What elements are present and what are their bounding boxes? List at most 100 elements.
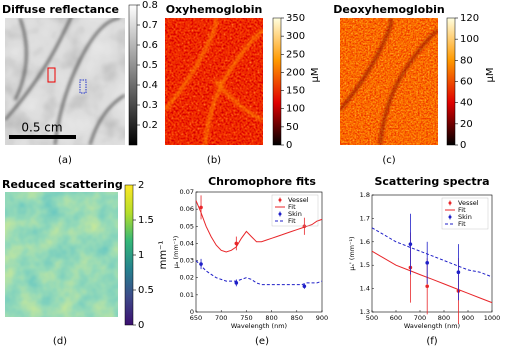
x-tick-label: 900	[316, 314, 328, 322]
legend-label: Skin	[458, 213, 472, 221]
panel-label: (a)	[58, 155, 72, 166]
fit-line	[195, 260, 323, 286]
colorbar-tick-label: 80	[460, 55, 473, 66]
legend-frame	[441, 197, 489, 230]
colorbar-tick-label: 60	[460, 77, 473, 88]
scale-bar-label: 0.5 cm	[21, 121, 62, 135]
y-axis-label: μₐ (mm⁻¹)	[172, 236, 180, 269]
legend-swatch	[278, 212, 282, 216]
data-point	[234, 241, 239, 246]
legend-label: Vessel	[288, 196, 309, 204]
fit-line	[371, 250, 493, 304]
fit-line	[371, 227, 493, 278]
colorbar-label: μM	[310, 68, 321, 83]
colorbar-tick-label: 120	[460, 13, 479, 24]
y-tick-label: 0	[190, 308, 194, 316]
x-tick-label: 500	[366, 314, 378, 322]
colorbar	[124, 184, 134, 326]
x-axis-label: Wavelength (nm)	[231, 322, 287, 330]
y-tick-label: 0.05	[180, 222, 194, 230]
x-tick-label: 1000	[484, 314, 501, 322]
image	[165, 18, 263, 145]
x-tick-label: 650	[190, 314, 202, 322]
data-point	[456, 270, 461, 275]
x-tick-label: 700	[215, 314, 227, 322]
colorbar	[128, 4, 138, 146]
y-tick-label: 1.7	[360, 214, 370, 222]
y-tick-label: 0.03	[180, 257, 194, 265]
y-axis-label: μₛ' (mm⁻¹)	[348, 236, 356, 270]
y-tick-label: 0.04	[180, 239, 194, 247]
y-tick-label: 0.07	[180, 188, 194, 196]
data-point	[302, 284, 307, 289]
x-tick-label: 900	[462, 314, 474, 322]
panel-label: (f)	[426, 336, 437, 347]
legend-label: Vessel	[458, 199, 479, 207]
legend-frame	[271, 194, 319, 227]
legend-label: Skin	[288, 210, 302, 218]
legend-label: Fit	[288, 203, 296, 211]
colorbar-label: μM	[485, 68, 496, 83]
roi-skin	[79, 79, 87, 94]
colorbar	[446, 17, 456, 146]
data-point	[234, 281, 239, 285]
data-point	[199, 205, 203, 210]
y-tick-label: 1.3	[360, 308, 370, 316]
legend-label: Fit	[288, 217, 296, 225]
legend-label: Fit	[458, 220, 466, 228]
data-point	[425, 284, 430, 289]
y-tick-label: 1.8	[360, 191, 370, 199]
colorbar-tick-label: 0	[286, 140, 292, 151]
panel-title: Oxyhemoglobin	[166, 3, 263, 16]
legend-label: Fit	[458, 206, 466, 214]
legend-swatch	[448, 201, 452, 205]
colorbar-tick-label: 0	[138, 320, 144, 331]
roi-vessel	[47, 67, 56, 83]
colorbar-tick-label: 0.3	[142, 100, 158, 111]
panel-title: Scattering spectra	[374, 175, 489, 188]
plot-frame	[371, 194, 493, 313]
x-tick-label: 600	[390, 314, 402, 322]
colorbar	[272, 17, 282, 146]
legend-swatch	[278, 198, 282, 202]
y-tick-label: 0.01	[180, 291, 194, 299]
colorbar-tick-label: 100	[286, 104, 305, 115]
colorbar-tick-label: 0.2	[142, 120, 158, 131]
colorbar-tick-label: 40	[460, 98, 473, 109]
panel-label: (e)	[255, 336, 269, 347]
colorbar-tick-label: 1	[138, 250, 144, 261]
x-tick-label: 850	[291, 314, 303, 322]
colorbar-tick-label: 350	[286, 13, 305, 24]
colorbar-tick-label: 100	[460, 34, 479, 45]
colorbar-tick-label: 2	[138, 180, 144, 191]
colorbar-tick-label: 0.4	[142, 80, 158, 91]
x-tick-label: 700	[414, 314, 426, 322]
y-tick-label: 0.02	[180, 274, 194, 282]
panel-title: Deoxyhemoglobin	[333, 3, 444, 16]
image	[340, 18, 438, 145]
data-point	[425, 261, 430, 265]
plot-frame	[195, 191, 323, 313]
panel-title: Reduced scattering	[2, 178, 123, 191]
colorbar-tick-label: 300	[286, 31, 305, 42]
y-tick-label: 1.5	[360, 261, 370, 269]
x-tick-label: 800	[438, 314, 450, 322]
colorbar-tick-label: 0.6	[142, 40, 158, 51]
legend-swatch	[448, 215, 452, 219]
image	[5, 192, 118, 317]
panel-label: (b)	[207, 155, 221, 166]
colorbar-label: mm⁻¹	[158, 241, 169, 270]
panel-label: (d)	[53, 336, 67, 347]
x-tick-label: 750	[240, 314, 252, 322]
panel-title: Diffuse reflectance	[2, 3, 119, 16]
panel-label: (c)	[382, 155, 395, 166]
fit-line	[195, 200, 323, 253]
colorbar-tick-label: 0.7	[142, 20, 158, 31]
colorbar-tick-label: 50	[286, 122, 299, 133]
colorbar-tick-label: 1.5	[138, 215, 154, 226]
colorbar-tick-label: 0.5	[138, 285, 154, 296]
colorbar-tick-label: 200	[286, 67, 305, 78]
y-tick-label: 1.4	[360, 285, 370, 293]
data-point	[408, 242, 413, 246]
